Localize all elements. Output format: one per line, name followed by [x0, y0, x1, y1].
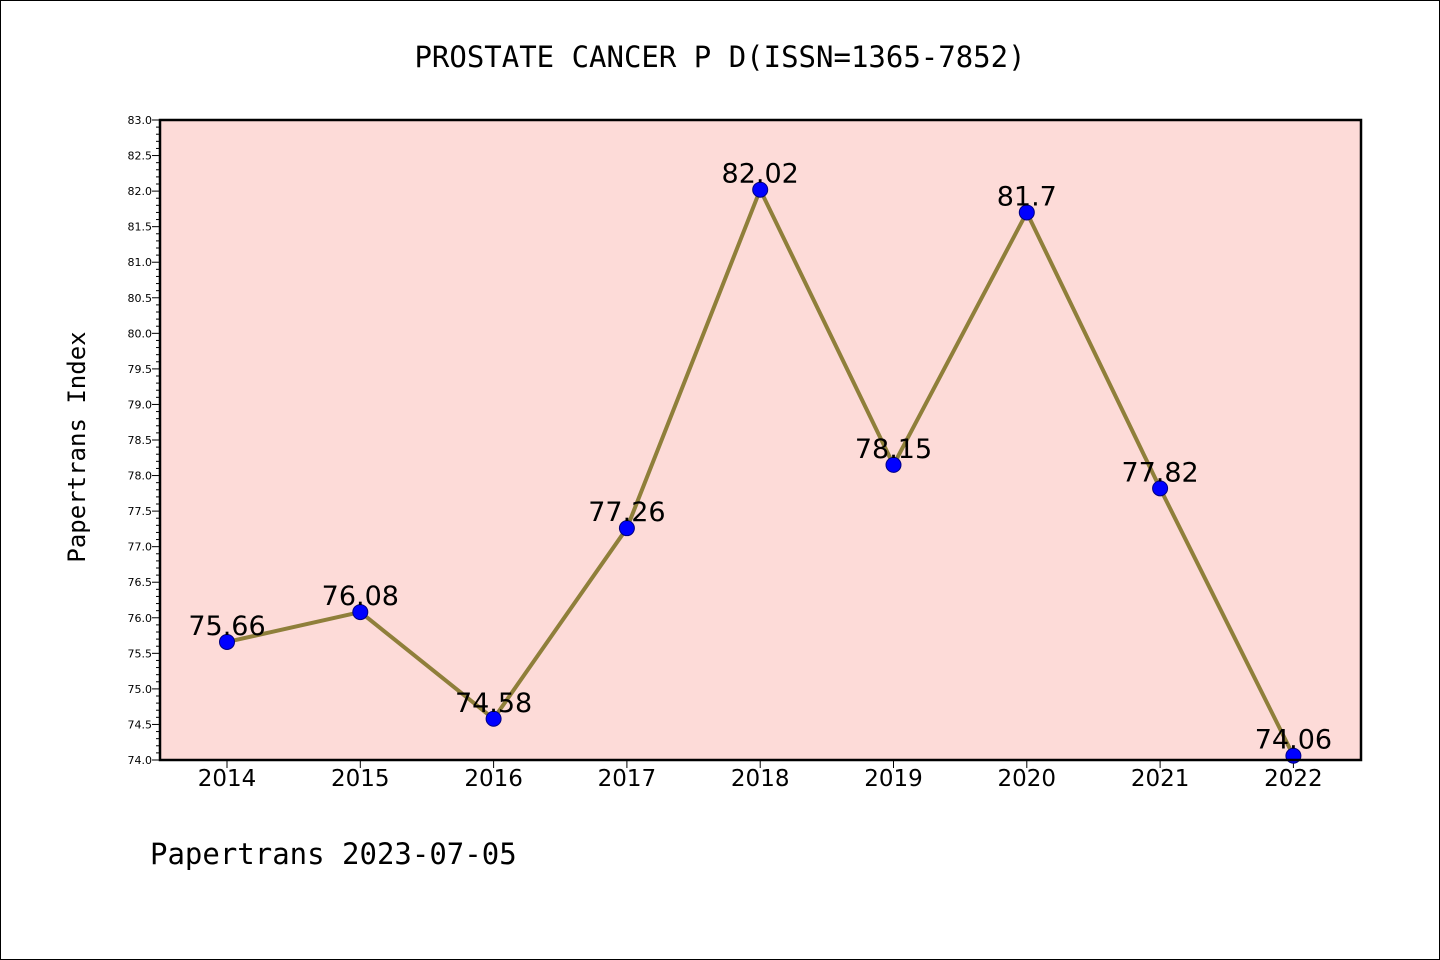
- y-tick-label: 74.0: [128, 754, 153, 767]
- plot-area: [160, 120, 1361, 760]
- x-tick-label: 2016: [464, 766, 523, 792]
- plot-border: [158, 118, 1363, 762]
- data-label: 77.26: [588, 497, 665, 528]
- data-label: 75.66: [188, 611, 265, 642]
- data-point: [219, 633, 235, 650]
- data-point: [1018, 204, 1035, 221]
- y-tick-label: 79.0: [128, 398, 153, 411]
- x-tick-label: 2017: [598, 766, 657, 792]
- y-tick-label: 76.5: [128, 576, 153, 589]
- y-tick-label: 81.5: [128, 221, 153, 234]
- data-point: [752, 181, 769, 198]
- data-point: [618, 520, 635, 537]
- data-point: [1152, 480, 1169, 497]
- x-axis-ticks: 2014 2015 2016 2017 2018 2019 2020 2021 2022: [198, 760, 1323, 792]
- y-tick-label: 80.5: [128, 292, 153, 305]
- y-tick-label: 76.0: [128, 612, 153, 625]
- x-tick-label: 2014: [198, 766, 257, 792]
- data-label: 81.7: [997, 181, 1057, 212]
- y-axis-label: Papertrans Index: [63, 331, 91, 562]
- y-tick-label: 78.5: [128, 434, 153, 447]
- y-tick-label: 74.5: [128, 718, 153, 731]
- y-tick-label: 77.5: [128, 505, 153, 518]
- data-point: [352, 604, 369, 621]
- data-labels: 75.66 76.08 74.58 77.26 82.02 78.15 81.7 77.82 7…: [188, 159, 1332, 756]
- y-tick-label: 83.0: [128, 114, 153, 127]
- y-tick-label: 79.5: [128, 363, 153, 376]
- x-tick-label: 2018: [731, 766, 790, 792]
- y-tick-label: 78.0: [128, 470, 153, 483]
- y-tick-label: 82.0: [128, 185, 153, 198]
- y-tick-label: 75.0: [128, 683, 153, 696]
- data-point: [485, 710, 502, 727]
- x-tick-label: 2015: [331, 766, 390, 792]
- y-axis-ticks: 74.0 74.5 75.0 75.5 76.0 76.5 77.0 77.5 78.0 78.5…: [128, 114, 160, 767]
- data-label: 74.06: [1255, 725, 1332, 756]
- y-tick-label: 77.0: [128, 541, 153, 554]
- chart-title: PROSTATE CANCER P D(ISSN=1365-7852): [414, 40, 1025, 74]
- data-label: 78.15: [855, 434, 932, 465]
- y-tick-label: 81.0: [128, 256, 153, 269]
- x-tick-label: 2019: [864, 766, 923, 792]
- data-point: [885, 456, 902, 473]
- y-tick-label: 80.0: [128, 327, 153, 340]
- x-tick-label: 2022: [1264, 766, 1323, 792]
- data-label: 76.08: [322, 581, 399, 612]
- x-tick-label: 2020: [998, 766, 1057, 792]
- footer-text: Papertrans 2023-07-05: [150, 837, 517, 871]
- x-tick-label: 2021: [1131, 766, 1190, 792]
- data-label: 77.82: [1121, 457, 1198, 488]
- data-label: 82.02: [722, 159, 799, 190]
- y-tick-label: 82.5: [128, 150, 153, 163]
- y-tick-label: 75.5: [128, 647, 153, 660]
- data-label: 74.58: [455, 688, 532, 719]
- series-layer: [219, 181, 1302, 764]
